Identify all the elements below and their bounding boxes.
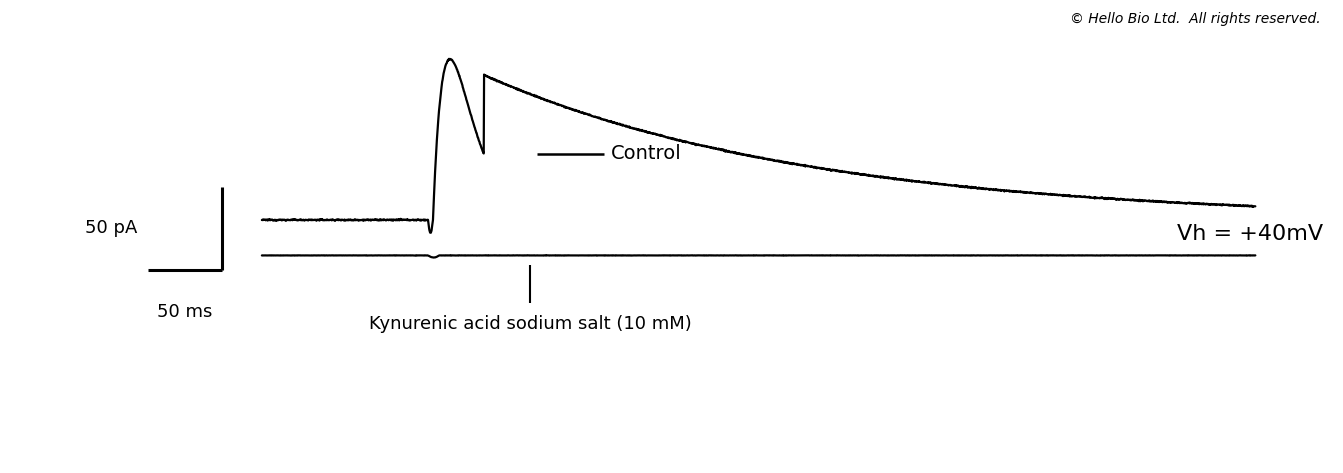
Text: © Hello Bio Ltd.  All rights reserved.: © Hello Bio Ltd. All rights reserved. [1069,12,1320,26]
Text: 50 ms: 50 ms [157,303,212,321]
Text: Control: Control [611,144,682,163]
Text: Kynurenic acid sodium salt (10 mM): Kynurenic acid sodium salt (10 mM) [369,315,692,333]
Text: Vh = +40mV: Vh = +40mV [1176,224,1323,244]
Text: 50 pA: 50 pA [85,219,137,237]
